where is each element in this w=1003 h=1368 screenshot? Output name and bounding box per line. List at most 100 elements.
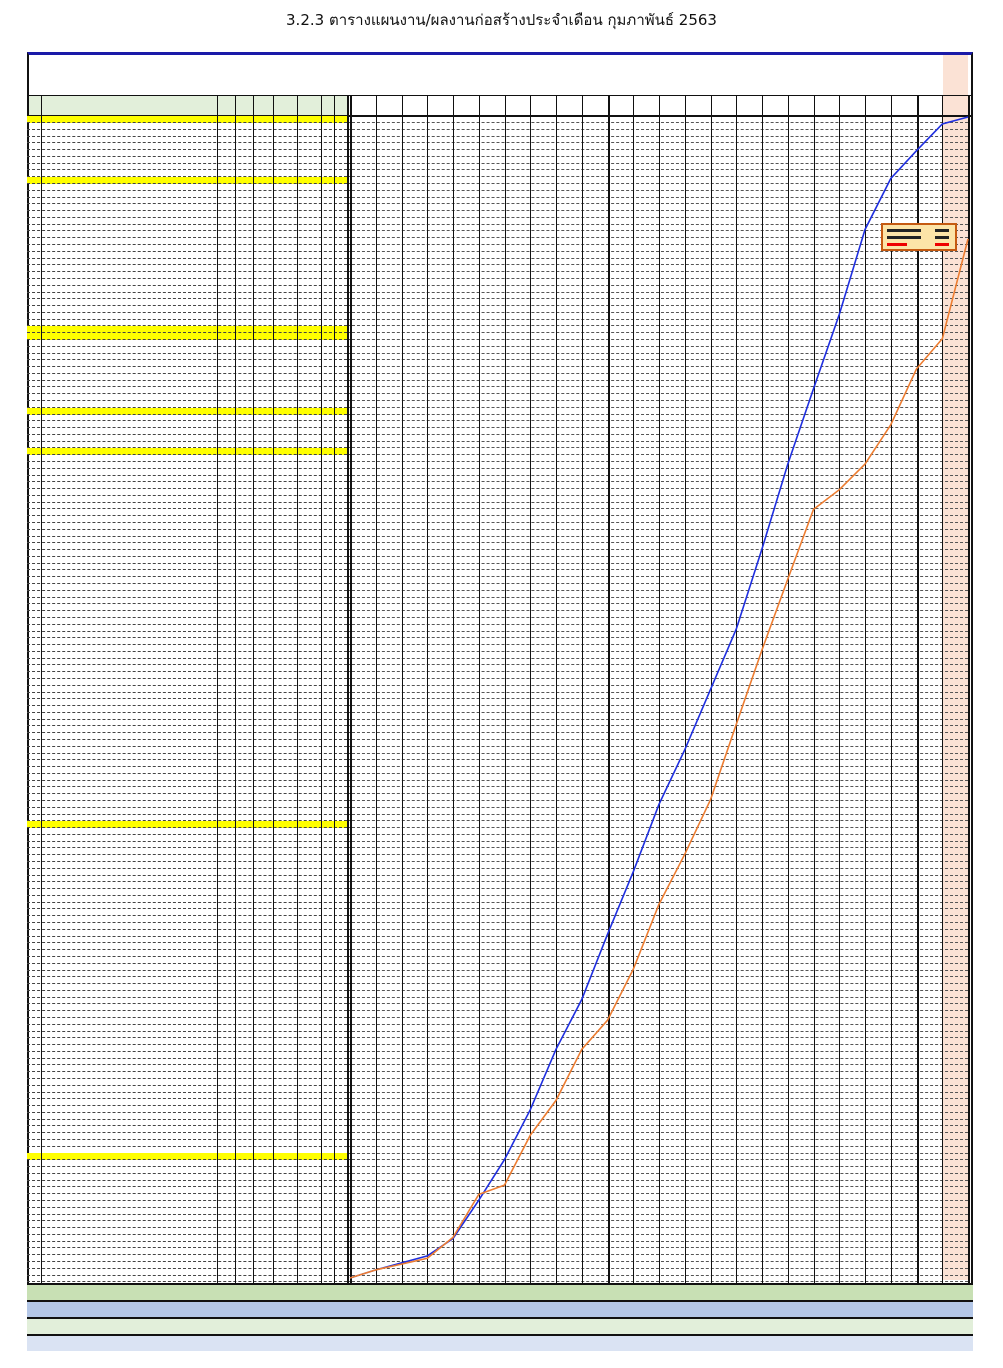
table-row (27, 401, 347, 408)
month-divider (607, 96, 610, 1350)
month-row (347, 380, 968, 388)
table-row (27, 801, 347, 808)
table-row (27, 360, 347, 368)
month-row (347, 204, 968, 212)
month-row (347, 1160, 968, 1168)
month-row (347, 875, 968, 883)
month-row (347, 1119, 968, 1127)
month-row (347, 1079, 968, 1086)
table-row (27, 272, 347, 279)
month-row (347, 1201, 968, 1208)
month-row (347, 808, 968, 815)
header-divider (29, 95, 971, 96)
table-row (27, 896, 347, 903)
month-row (347, 489, 968, 496)
month-row (347, 652, 968, 659)
month-row (347, 760, 968, 768)
table-row (27, 211, 347, 218)
month-row (347, 326, 968, 334)
table-row (27, 1031, 347, 1039)
month-row (347, 170, 968, 178)
table-row (27, 313, 347, 320)
month-row (347, 421, 968, 429)
month-row (347, 1065, 968, 1073)
table-row (27, 923, 347, 930)
table-row (27, 719, 347, 727)
month-row (347, 211, 968, 218)
legend-line-3 (887, 243, 907, 246)
table-row (27, 909, 347, 917)
month-row (347, 848, 968, 856)
table-row (27, 706, 347, 713)
month-row (347, 367, 968, 374)
month-row (347, 394, 968, 401)
table-row (27, 475, 347, 483)
month-row (347, 252, 968, 259)
table-row (27, 1248, 347, 1256)
table-row (27, 265, 347, 273)
table-row (27, 686, 347, 693)
month-row (347, 536, 968, 544)
month-row (347, 882, 968, 890)
table-row (27, 869, 347, 876)
month-row (347, 984, 968, 991)
table-row (27, 957, 347, 964)
month-divider (453, 96, 454, 1350)
table-row (27, 997, 347, 1005)
table-row (27, 489, 347, 496)
month-row (347, 218, 968, 225)
table-row (27, 652, 347, 659)
plan-curve (349, 116, 969, 1279)
month-row (347, 408, 968, 415)
table-row (27, 808, 347, 815)
table-row (27, 611, 347, 618)
month-row (347, 740, 968, 747)
summary-block (27, 1283, 973, 1300)
summary-block (27, 1334, 973, 1351)
table-row (27, 930, 347, 937)
table-row (27, 984, 347, 991)
table-row (27, 1052, 347, 1059)
month-row (347, 611, 968, 618)
table-row (27, 163, 347, 171)
table-row (27, 367, 347, 374)
month-row (347, 163, 968, 171)
table-row (27, 428, 347, 435)
month-row (347, 570, 968, 578)
month-row (347, 292, 968, 300)
month-row (347, 543, 968, 551)
month-row (347, 1106, 968, 1113)
section-row (27, 448, 347, 456)
month-row (347, 1208, 968, 1215)
month-divider (787, 96, 789, 1350)
month-row (347, 150, 968, 157)
table-row (27, 835, 347, 842)
month-row (347, 679, 968, 686)
month-divider (813, 96, 815, 1350)
month-row (347, 435, 968, 442)
month-row (347, 713, 968, 720)
table-row (27, 1065, 347, 1073)
table-row (27, 1018, 347, 1025)
table-row (27, 964, 347, 971)
section-row (27, 116, 347, 123)
table-row (27, 550, 347, 557)
month-row (347, 1187, 968, 1195)
table-row (27, 570, 347, 578)
month-row (347, 686, 968, 693)
table-row (27, 394, 347, 401)
legend-value-2 (935, 236, 949, 239)
table-row (27, 279, 347, 286)
table-row (27, 441, 347, 449)
table-row (27, 631, 347, 639)
month-row (347, 462, 968, 469)
table-row (27, 699, 347, 707)
table-row (27, 584, 347, 591)
month-row (347, 374, 968, 381)
month-row (347, 699, 968, 707)
month-row (347, 638, 968, 646)
month-row (347, 916, 968, 924)
table-row (27, 374, 347, 381)
month-row (347, 584, 968, 591)
table-row (27, 150, 347, 157)
